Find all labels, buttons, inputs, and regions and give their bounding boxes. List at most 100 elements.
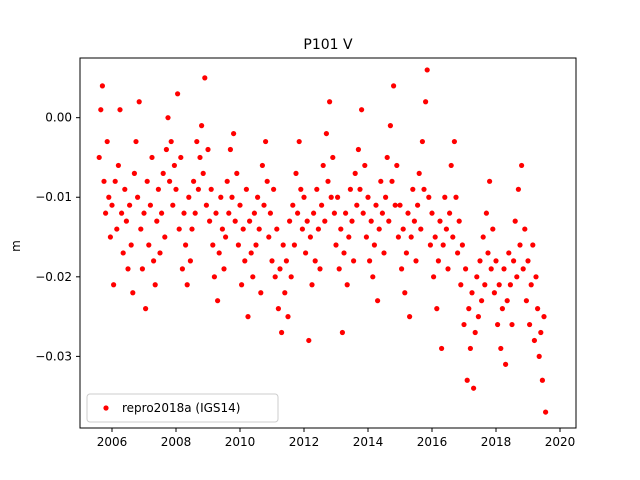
- data-point: [495, 321, 501, 328]
- data-point: [336, 266, 342, 272]
- data-point: [237, 202, 243, 208]
- data-point: [501, 266, 507, 272]
- data-point: [410, 186, 416, 192]
- data-point: [349, 218, 355, 224]
- data-point: [311, 210, 317, 216]
- data-point: [293, 170, 299, 176]
- x-tick-label: 2010: [225, 435, 256, 449]
- data-point: [373, 202, 379, 208]
- data-point: [138, 226, 144, 232]
- data-point: [259, 162, 265, 169]
- data-point: [215, 298, 221, 304]
- x-tick-label: 2008: [161, 435, 192, 449]
- data-point: [474, 274, 480, 280]
- data-point: [344, 282, 350, 288]
- data-point: [285, 314, 291, 320]
- data-point: [365, 194, 371, 200]
- data-point: [431, 274, 437, 280]
- data-point: [315, 226, 321, 232]
- data-point: [533, 274, 539, 280]
- data-point: [523, 298, 530, 304]
- data-point: [157, 250, 163, 256]
- data-point: [229, 194, 235, 200]
- data-point: [131, 170, 137, 176]
- data-point: [247, 218, 253, 224]
- data-point: [352, 170, 358, 176]
- data-point: [363, 234, 369, 240]
- data-point: [487, 178, 493, 184]
- data-point: [328, 194, 334, 200]
- data-point: [144, 178, 150, 184]
- data-point: [112, 178, 118, 184]
- data-point: [208, 186, 214, 192]
- data-point: [440, 242, 446, 248]
- data-point: [143, 306, 149, 312]
- data-point: [173, 186, 179, 192]
- data-point: [327, 99, 333, 105]
- data-point: [213, 210, 219, 216]
- data-point: [475, 314, 481, 320]
- data-point: [176, 226, 182, 232]
- data-point: [96, 154, 102, 161]
- data-point: [165, 115, 171, 121]
- data-point: [512, 218, 518, 224]
- y-tick-label: −0.01: [35, 190, 72, 204]
- x-tick-label: 2016: [417, 435, 448, 449]
- data-point: [426, 194, 432, 200]
- data-point: [416, 170, 422, 176]
- data-point: [386, 218, 392, 224]
- data-point: [282, 290, 288, 296]
- data-point: [402, 290, 408, 296]
- data-point: [199, 123, 205, 129]
- data-point: [219, 226, 225, 232]
- data-point: [175, 91, 181, 97]
- data-point: [391, 83, 397, 89]
- data-point: [111, 282, 117, 288]
- data-point: [251, 210, 257, 216]
- data-point: [232, 218, 238, 224]
- data-point: [314, 186, 320, 192]
- data-point: [149, 154, 155, 161]
- data-point: [498, 345, 504, 352]
- data-point: [245, 314, 251, 320]
- data-point: [539, 377, 546, 383]
- data-point: [179, 266, 185, 272]
- data-point: [119, 210, 125, 216]
- data-point: [255, 194, 261, 200]
- data-point: [162, 234, 168, 240]
- data-point: [139, 266, 145, 272]
- data-point: [488, 266, 494, 272]
- data-point: [221, 266, 227, 272]
- data-point: [135, 194, 141, 200]
- data-point: [170, 202, 176, 208]
- data-point: [115, 162, 121, 169]
- data-point: [239, 282, 245, 288]
- data-point: [367, 258, 373, 264]
- data-point: [333, 242, 339, 248]
- data-point: [450, 234, 456, 240]
- data-point: [429, 210, 435, 216]
- data-point: [439, 345, 445, 352]
- data-point: [466, 306, 472, 312]
- data-point: [141, 210, 147, 216]
- data-point: [535, 306, 541, 312]
- data-point: [317, 266, 323, 272]
- data-point: [528, 282, 534, 288]
- data-point: [267, 210, 273, 216]
- data-point: [397, 202, 403, 208]
- data-point: [359, 107, 365, 113]
- data-point: [283, 258, 289, 264]
- data-point: [202, 75, 208, 81]
- data-point: [203, 202, 209, 208]
- data-point: [279, 329, 285, 336]
- data-point: [376, 226, 382, 232]
- data-point: [320, 162, 326, 169]
- data-point: [242, 258, 248, 264]
- data-point: [515, 186, 522, 192]
- data-point: [387, 123, 393, 129]
- data-point: [130, 290, 136, 296]
- x-tick-label: 2014: [353, 435, 384, 449]
- data-point: [159, 210, 165, 216]
- data-point: [248, 250, 254, 256]
- data-point: [459, 242, 465, 248]
